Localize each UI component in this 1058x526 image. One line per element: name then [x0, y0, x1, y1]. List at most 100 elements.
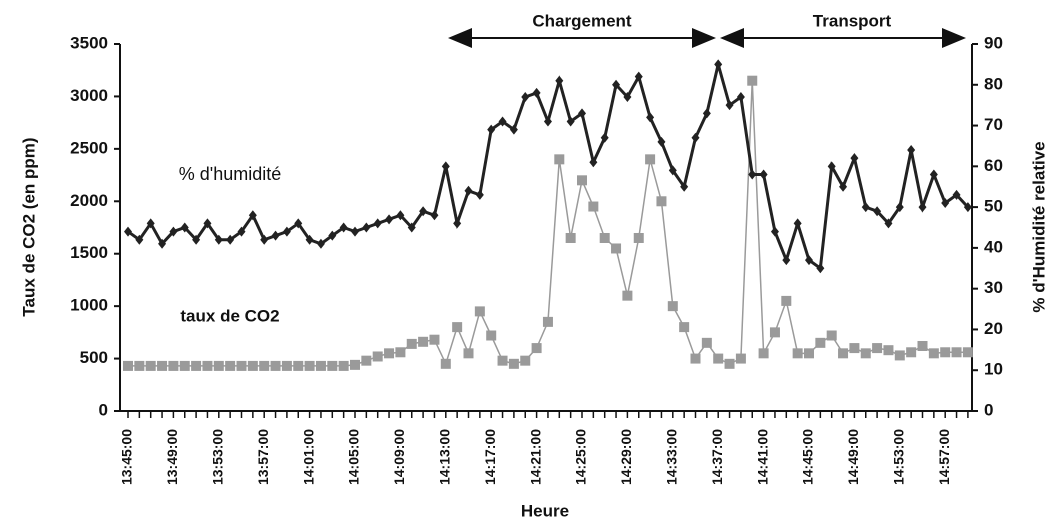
point: [850, 153, 859, 164]
point: [281, 360, 292, 371]
point: [793, 218, 802, 229]
point: [861, 202, 870, 213]
point: [180, 222, 189, 233]
point: [191, 360, 202, 371]
annotation: Chargement: [532, 11, 632, 30]
point: [816, 263, 825, 274]
point: [419, 206, 428, 217]
point: [293, 360, 304, 371]
point: [860, 348, 871, 359]
point: [407, 222, 416, 233]
point: [792, 348, 803, 359]
point: [690, 353, 701, 364]
point: [315, 360, 326, 371]
point: [350, 359, 360, 370]
x-tick-label: 14:33:00: [664, 429, 680, 485]
point: [633, 232, 644, 243]
y2-tick-label: 70: [984, 115, 1003, 134]
y-tick-label: 3000: [70, 86, 108, 105]
point: [805, 255, 813, 266]
point: [361, 355, 372, 366]
x-tick-label: 14:09:00: [391, 429, 407, 485]
point: [453, 218, 462, 229]
x-axis-label: Heure: [521, 501, 569, 520]
x-tick-label: 14:17:00: [482, 429, 498, 485]
point: [520, 355, 531, 366]
point: [145, 360, 156, 371]
point: [588, 201, 599, 212]
point: [691, 132, 700, 143]
point: [918, 202, 927, 213]
point: [770, 226, 779, 237]
point: [963, 202, 972, 213]
point: [430, 210, 439, 221]
x-tick-label: 13:53:00: [210, 429, 226, 485]
point: [214, 234, 223, 245]
point: [566, 116, 575, 127]
y-tick-label: 3500: [70, 33, 108, 52]
point: [884, 218, 893, 229]
point: [463, 348, 474, 359]
point: [713, 353, 724, 364]
point: [928, 348, 939, 359]
point: [304, 360, 315, 371]
point: [962, 347, 973, 358]
point: [202, 360, 213, 371]
x-tick-label: 14:29:00: [618, 429, 634, 485]
point: [600, 132, 609, 143]
point: [385, 214, 394, 225]
point: [213, 360, 224, 371]
x-tick-label: 14:37:00: [709, 429, 725, 485]
point: [724, 358, 735, 369]
point: [656, 196, 667, 207]
point: [157, 360, 168, 371]
point: [236, 360, 247, 371]
point: [554, 154, 565, 165]
point: [759, 169, 768, 180]
point: [294, 218, 303, 229]
point: [372, 351, 383, 362]
point: [134, 360, 145, 371]
point: [509, 124, 518, 135]
point: [634, 71, 643, 82]
point: [531, 343, 542, 354]
y2-tick-label: 10: [984, 360, 1003, 379]
point: [565, 232, 576, 243]
point: [158, 238, 167, 249]
point: [827, 161, 836, 172]
x-tick-label: 14:53:00: [891, 429, 907, 485]
point: [804, 348, 814, 359]
x-tick-label: 13:57:00: [255, 429, 271, 485]
point: [396, 210, 405, 221]
y2-tick-label: 80: [984, 74, 1003, 93]
point: [826, 330, 837, 341]
point: [894, 350, 905, 361]
point: [237, 226, 246, 237]
point: [316, 238, 325, 249]
point: [701, 337, 712, 348]
point: [906, 347, 917, 358]
x-tick-label: 14:57:00: [936, 429, 952, 485]
y2-tick-label: 90: [984, 33, 1003, 52]
point: [782, 255, 791, 266]
point: [226, 234, 235, 245]
point: [679, 322, 690, 333]
point: [487, 124, 496, 135]
point: [578, 108, 586, 119]
point: [203, 218, 212, 229]
annotation: % d'humidité: [179, 164, 282, 184]
point: [338, 360, 349, 371]
point: [714, 59, 723, 70]
point: [192, 234, 201, 245]
x-tick-label: 14:41:00: [754, 429, 770, 485]
point: [406, 338, 417, 349]
y-tick-label: 0: [99, 400, 108, 419]
point: [680, 181, 689, 192]
y2-tick-label: 60: [984, 156, 1003, 175]
x-tick-label: 13:45:00: [119, 429, 135, 485]
y2-tick-label: 40: [984, 237, 1003, 256]
x-tick-label: 14:05:00: [346, 429, 362, 485]
point: [271, 230, 280, 241]
point: [486, 330, 497, 341]
point: [668, 165, 677, 176]
